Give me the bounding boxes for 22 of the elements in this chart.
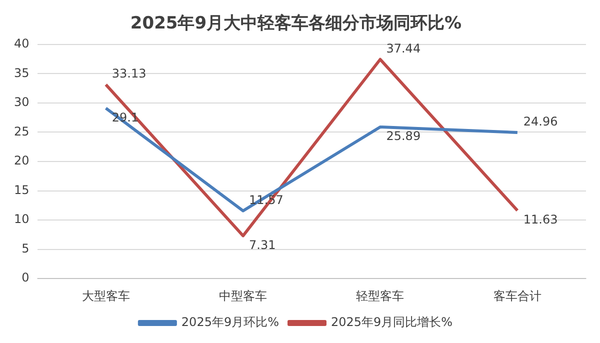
y-tick-label: 25	[14, 124, 30, 138]
x-tick-label: 轻型客车	[356, 288, 404, 303]
y-tick-label: 30	[14, 95, 30, 110]
y-tick-label: 10	[14, 212, 30, 226]
y-tick-label: 20	[14, 154, 30, 168]
data-label: 24.96	[523, 114, 558, 129]
data-label: 37.44	[386, 42, 421, 56]
data-label: 33.13	[112, 66, 146, 81]
data-label: 7.31	[249, 238, 276, 252]
data-label: 11.63	[523, 212, 558, 227]
legend-label: 2025年9月环比%	[181, 315, 279, 330]
y-tick-label: 5	[22, 241, 30, 256]
x-tick-label: 大型客车	[82, 288, 130, 303]
legend-label: 2025年9月同比增长%	[331, 315, 453, 330]
y-tick-label: 15	[14, 182, 30, 197]
x-tick-label: 客车合计	[493, 288, 542, 303]
y-tick-label: 40	[14, 36, 30, 51]
chart-title: 2025年9月大中轻客车各细分市场同环比%	[130, 14, 462, 34]
data-label: 25.89	[386, 129, 421, 144]
y-tick-label: 0	[22, 270, 30, 285]
x-tick-label: 中型客车	[219, 288, 268, 303]
y-tick-label: 35	[14, 66, 30, 80]
